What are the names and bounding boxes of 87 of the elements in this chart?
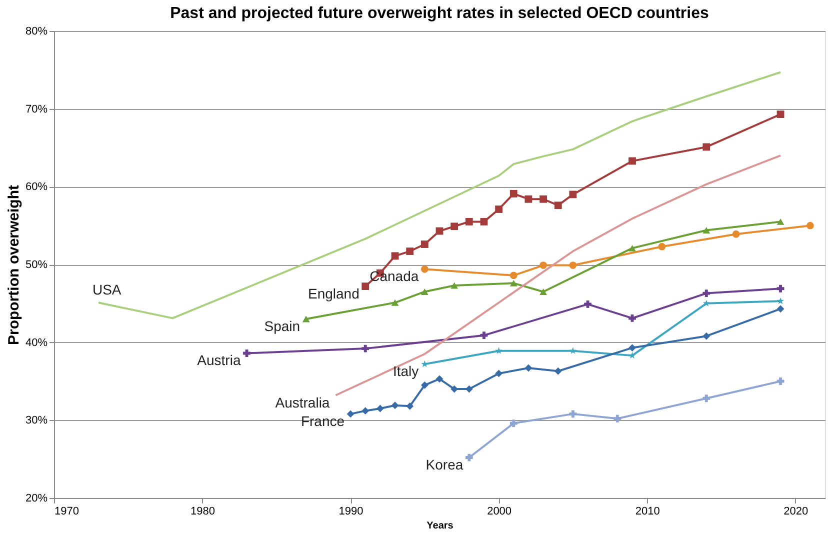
y-tick-label: 60% (25, 181, 48, 194)
point (569, 262, 577, 269)
point (510, 280, 518, 286)
point (391, 299, 399, 306)
chart-title: Past and projected future overweight rates in selected OECD countries (170, 5, 709, 22)
point (420, 288, 428, 295)
point (420, 265, 428, 273)
series-label: England (308, 285, 360, 302)
series-label: Spain (264, 318, 300, 334)
point (362, 407, 370, 415)
point (465, 218, 473, 226)
y-tick-label: 70% (25, 103, 48, 116)
series-label: France (300, 412, 345, 429)
point (495, 347, 502, 354)
x-axis-title: Years (426, 520, 454, 532)
series-label: Italy (392, 363, 419, 380)
point (628, 244, 636, 252)
point (702, 300, 710, 306)
point (776, 218, 784, 225)
point (569, 190, 577, 198)
point (806, 222, 814, 230)
point (702, 143, 710, 151)
point (628, 157, 636, 165)
point (702, 227, 710, 234)
point (406, 402, 414, 410)
point (569, 347, 576, 354)
series-label: Korea (426, 456, 464, 473)
point (420, 240, 428, 248)
y-axis-title: Proportion overweight (5, 184, 22, 346)
point (732, 230, 740, 238)
series-label: Austria (197, 352, 241, 368)
point (702, 332, 710, 340)
point (776, 284, 784, 292)
point (391, 402, 399, 410)
x-tick-label: 1980 (190, 506, 216, 518)
point (495, 370, 503, 378)
point (510, 420, 518, 427)
point (436, 375, 444, 383)
point (614, 414, 622, 422)
x-tick-label: 2010 (635, 506, 660, 518)
y-tick-label: 50% (25, 259, 48, 271)
point (495, 206, 503, 213)
point (776, 305, 784, 313)
point (702, 394, 710, 402)
point (702, 290, 710, 298)
point (524, 364, 532, 372)
point (628, 314, 636, 322)
point (450, 282, 458, 289)
point (346, 410, 354, 418)
point (628, 344, 636, 352)
point (406, 248, 414, 255)
point (376, 404, 384, 412)
y-tick-label: 20% (25, 492, 48, 504)
y-tick-label: 30% (25, 414, 48, 427)
point (362, 344, 370, 352)
series-label: Australia (275, 394, 330, 410)
x-tick-label: 2020 (784, 506, 808, 518)
point (584, 300, 592, 308)
point (776, 378, 784, 385)
point (554, 202, 562, 210)
point (524, 195, 532, 203)
point (658, 242, 666, 250)
point (450, 222, 458, 230)
point (510, 272, 518, 280)
point (540, 262, 547, 269)
y-tick-label: 40% (25, 336, 48, 349)
x-tick-label: 1990 (338, 506, 364, 518)
point (569, 410, 577, 418)
point (776, 297, 784, 304)
point (302, 316, 310, 322)
point (776, 110, 784, 118)
point (243, 350, 250, 357)
point (510, 190, 518, 198)
point (540, 195, 547, 203)
point (554, 367, 562, 375)
point (480, 332, 488, 340)
y-tick-label: 80% (25, 26, 48, 38)
point (391, 252, 399, 260)
point (420, 381, 428, 389)
series-label: USA (92, 282, 122, 298)
point (362, 282, 370, 290)
point (628, 352, 636, 359)
x-tick-label: 2000 (487, 506, 512, 518)
point (480, 218, 488, 226)
point (465, 454, 473, 462)
x-tick-label: 1970 (54, 506, 79, 518)
point (540, 288, 547, 295)
